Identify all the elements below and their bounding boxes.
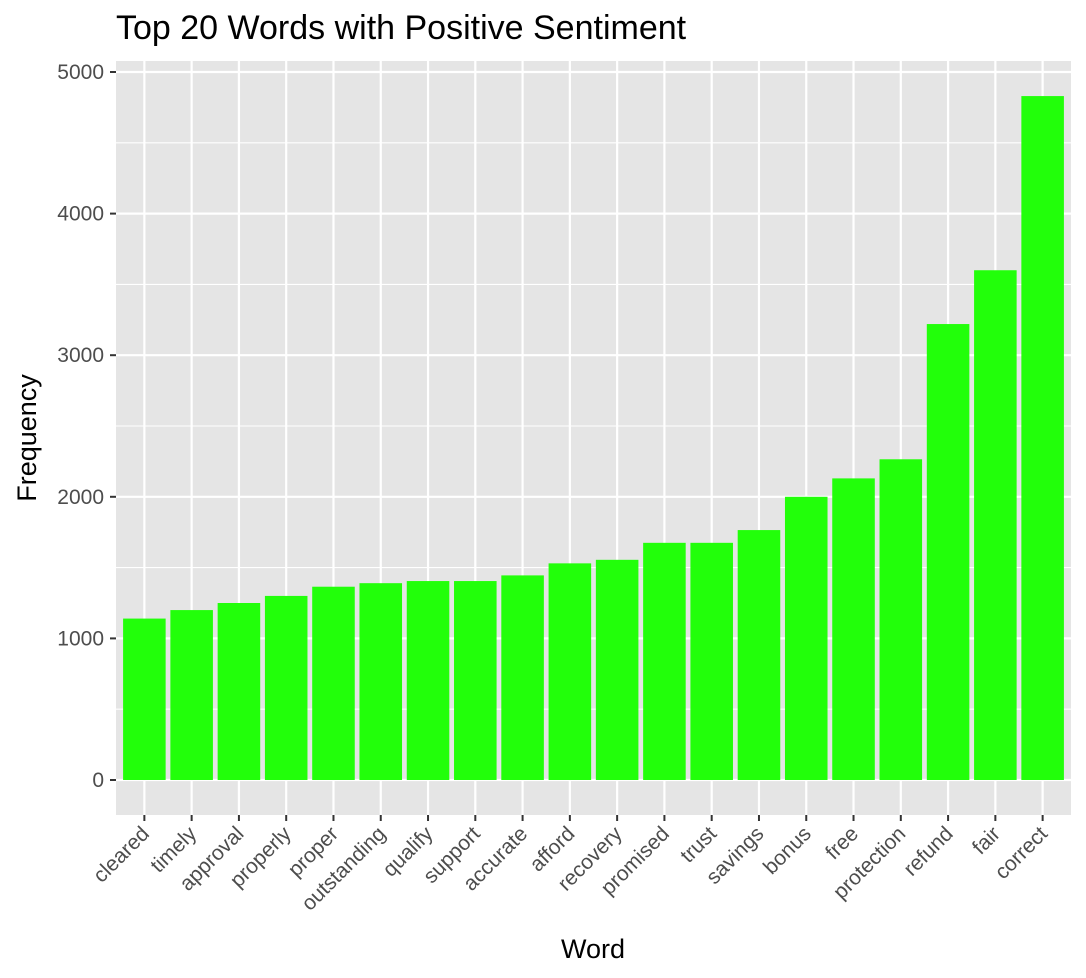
bar-promised xyxy=(643,542,686,780)
bar-accurate xyxy=(501,575,544,780)
bar-correct xyxy=(1021,96,1064,780)
bar-approval xyxy=(217,603,261,780)
bar-free xyxy=(832,478,875,780)
y-axis: 0 1000 2000 3000 4000 5000 xyxy=(57,61,116,792)
x-axis-title: Word xyxy=(561,934,625,964)
y-tick-label: 3000 xyxy=(57,344,104,367)
bar-support xyxy=(454,581,497,780)
y-tick-label: 2000 xyxy=(57,486,104,509)
bar-fair xyxy=(974,270,1017,780)
y-tick-label: 0 xyxy=(92,769,104,792)
bar-qualify xyxy=(406,581,450,780)
bar-afford xyxy=(548,563,592,780)
bar-outstanding xyxy=(359,583,403,780)
x-tick-label-free: free xyxy=(821,822,863,864)
bar-proper xyxy=(312,586,355,780)
x-tick-label-fair: fair xyxy=(968,822,1005,859)
chart-title: Top 20 Words with Positive Sentiment xyxy=(116,9,687,47)
x-tick-label-correct: correct xyxy=(991,822,1053,884)
bar-timely xyxy=(170,610,213,780)
bar-bonus xyxy=(784,496,828,780)
bar-properly xyxy=(264,595,308,780)
bar-savings xyxy=(737,530,781,780)
y-axis-title: Frequency xyxy=(12,374,42,502)
x-tick-label-cleared: cleared xyxy=(89,822,154,887)
bars xyxy=(123,96,1064,780)
bar-refund xyxy=(926,324,970,780)
bar-cleared xyxy=(123,618,166,780)
y-tick-label: 5000 xyxy=(57,61,104,84)
x-tick-label-bonus: bonus xyxy=(759,822,816,879)
x-axis: clearedtimelyapprovalproperlyproperoutst… xyxy=(89,815,1052,915)
x-tick-label-refund: refund xyxy=(899,822,957,880)
bar-protection xyxy=(879,459,923,780)
bar-trust xyxy=(690,542,733,780)
bar-recovery xyxy=(595,559,639,780)
y-tick-label: 4000 xyxy=(57,203,104,226)
y-tick-label: 1000 xyxy=(57,627,104,650)
